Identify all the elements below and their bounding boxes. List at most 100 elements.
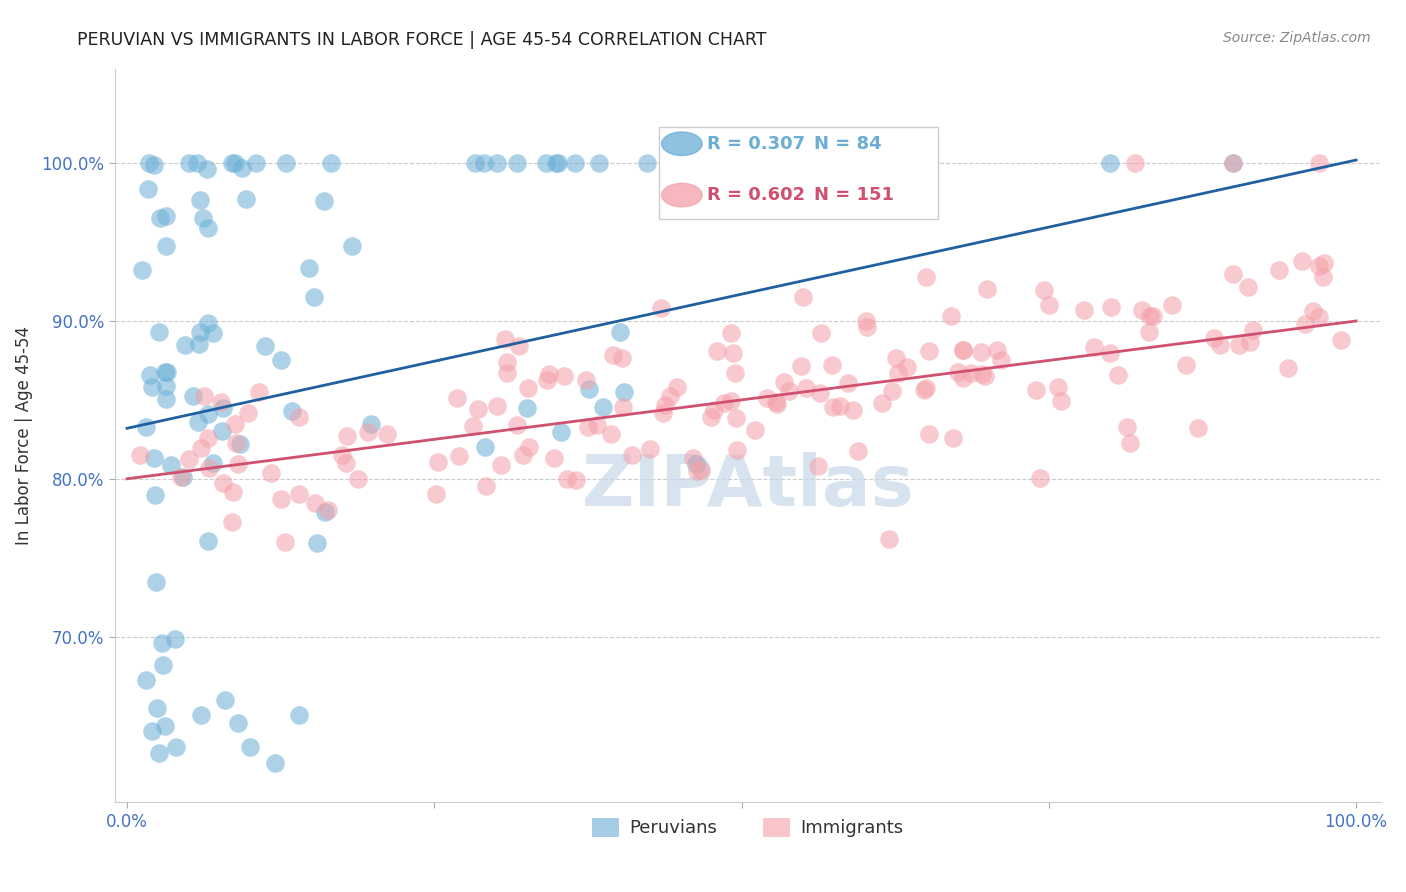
Text: ZIPAtlas: ZIPAtlas <box>582 452 914 521</box>
Point <box>464 156 486 170</box>
Point <box>1038 298 1060 312</box>
Point <box>508 339 530 353</box>
Point <box>129 448 152 462</box>
Point <box>179 156 201 170</box>
Point <box>197 221 219 235</box>
Point <box>212 476 235 491</box>
Point <box>1222 267 1244 281</box>
Point <box>952 343 974 357</box>
Point <box>142 158 165 172</box>
Point <box>578 382 600 396</box>
Point <box>970 367 993 381</box>
Point <box>197 431 219 445</box>
Point <box>517 440 540 454</box>
Point <box>506 417 529 432</box>
Point <box>474 440 496 454</box>
Point <box>288 708 311 723</box>
Point <box>846 444 869 458</box>
Point <box>766 397 789 411</box>
Point <box>1132 302 1154 317</box>
Point <box>1239 335 1261 350</box>
Point <box>896 359 918 374</box>
Point <box>986 343 1008 357</box>
Point <box>149 211 172 226</box>
Text: R = 0.602: R = 0.602 <box>707 186 806 204</box>
Point <box>491 458 513 473</box>
Point <box>713 396 735 410</box>
Point <box>159 458 181 472</box>
Point <box>516 380 538 394</box>
Point <box>1050 394 1073 409</box>
Point <box>138 156 160 170</box>
Point <box>427 455 450 469</box>
Point <box>304 496 326 510</box>
Point <box>564 156 586 170</box>
Point <box>496 355 519 369</box>
Point <box>685 464 707 478</box>
Point <box>586 417 609 432</box>
Point <box>650 301 672 315</box>
Point <box>152 657 174 672</box>
Point <box>270 352 292 367</box>
Point <box>173 338 195 352</box>
Point <box>1083 341 1105 355</box>
Point <box>312 194 335 208</box>
Point <box>1160 298 1182 312</box>
Point <box>1046 379 1069 393</box>
Point <box>475 478 498 492</box>
Point <box>575 373 598 387</box>
Point <box>375 427 398 442</box>
Point <box>146 701 169 715</box>
Point <box>703 403 725 417</box>
Point <box>190 708 212 723</box>
Point <box>486 156 509 170</box>
Point <box>512 449 534 463</box>
Point <box>990 352 1012 367</box>
Point <box>186 156 208 170</box>
Point <box>808 386 831 401</box>
Point <box>720 326 742 341</box>
Point <box>472 156 495 170</box>
Point <box>225 435 247 450</box>
Point <box>148 325 170 339</box>
Point <box>1142 309 1164 323</box>
Point <box>274 156 297 170</box>
Text: N = 84: N = 84 <box>814 135 882 153</box>
Point <box>139 368 162 383</box>
Point <box>1308 156 1330 170</box>
Point <box>659 389 682 403</box>
Point <box>654 398 676 412</box>
Point <box>447 450 470 464</box>
Point <box>298 260 321 275</box>
Point <box>1119 436 1142 450</box>
Point <box>155 379 177 393</box>
Point <box>690 463 713 477</box>
Point <box>1175 359 1198 373</box>
Point <box>495 366 517 380</box>
Point <box>1099 345 1122 359</box>
Point <box>1268 262 1291 277</box>
Text: PERUVIAN VS IMMIGRANTS IN LABOR FORCE | AGE 45-54 CORRELATION CHART: PERUVIAN VS IMMIGRANTS IN LABOR FORCE | … <box>77 31 766 49</box>
Point <box>939 310 962 324</box>
Point <box>247 384 270 399</box>
Point <box>856 320 879 334</box>
Point <box>1330 333 1353 347</box>
Point <box>197 533 219 548</box>
Point <box>165 739 187 754</box>
Point <box>602 348 624 362</box>
Point <box>226 457 249 471</box>
Point <box>821 401 844 415</box>
Point <box>197 407 219 421</box>
Point <box>1277 361 1299 376</box>
Point <box>912 383 935 397</box>
Point <box>1308 259 1330 273</box>
Point <box>135 673 157 687</box>
Point <box>190 441 212 455</box>
Point <box>202 456 225 470</box>
Point <box>188 337 211 351</box>
Point <box>882 384 904 398</box>
Point <box>214 692 236 706</box>
Point <box>952 371 974 385</box>
Point <box>877 532 900 546</box>
Point <box>946 365 969 379</box>
